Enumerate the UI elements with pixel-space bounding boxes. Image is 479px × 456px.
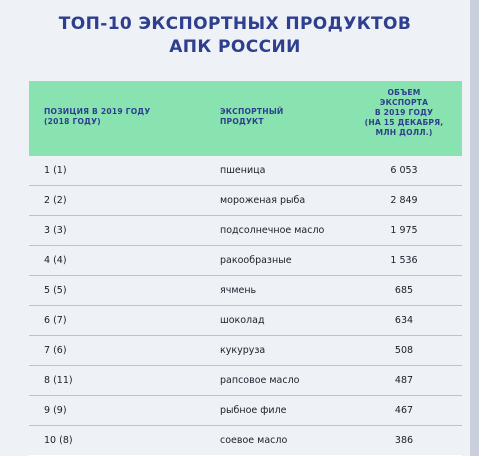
page-edge <box>470 0 479 456</box>
value-cell: 467 <box>394 405 414 416</box>
table-row: 1 (1) пшеница 6 053 <box>29 156 462 186</box>
table-row: 4 (4) ракообразные 1 536 <box>29 246 462 276</box>
position-cell: 4 (4) <box>44 255 67 266</box>
product-cell: подсолнечное масло <box>220 225 325 236</box>
value-cell: 1 975 <box>390 225 418 236</box>
column-header-export-volume: ОБЪЕМ ЭКСПОРТА В 2019 ГОДУ (НА 15 ДЕКАБР… <box>364 88 444 137</box>
table-row: 8 (11) рапсовое масло 487 <box>29 366 462 396</box>
table-row: 3 (3) подсолнечное масло 1 975 <box>29 216 462 246</box>
table-header: ПОЗИЦИЯ В 2019 ГОДУ (2018 ГОДУ) ЭКСПОРТН… <box>29 81 462 156</box>
table-row: 6 (7) шоколад 634 <box>29 306 462 336</box>
value-cell: 487 <box>394 375 414 386</box>
position-cell: 1 (1) <box>44 165 67 176</box>
value-cell: 634 <box>394 315 414 326</box>
position-cell: 5 (5) <box>44 285 67 296</box>
table-row: 7 (6) кукуруза 508 <box>29 336 462 366</box>
column-header-position: ПОЗИЦИЯ В 2019 ГОДУ (2018 ГОДУ) <box>44 107 151 126</box>
position-cell: 6 (7) <box>44 315 67 326</box>
position-cell: 7 (6) <box>44 345 67 356</box>
product-cell: ячмень <box>220 285 257 296</box>
value-cell: 2 849 <box>390 195 418 206</box>
position-cell: 3 (3) <box>44 225 67 236</box>
table-row: 10 (8) соевое масло 386 <box>29 426 462 456</box>
position-cell: 9 (9) <box>44 405 67 416</box>
position-cell: 10 (8) <box>44 435 73 446</box>
page-title-line-1: ТОП-10 ЭКСПОРТНЫХ ПРОДУКТОВ <box>58 14 412 34</box>
table-row: 5 (5) ячмень 685 <box>29 276 462 306</box>
table-body: 1 (1) пшеница 6 053 2 (2) мороженая рыба… <box>29 156 462 456</box>
value-cell: 386 <box>394 435 414 446</box>
product-cell: кукуруза <box>220 345 266 356</box>
product-cell: шоколад <box>220 315 265 326</box>
product-cell: ракообразные <box>220 255 292 266</box>
position-cell: 8 (11) <box>44 375 73 386</box>
page-title-line-2: АПК РОССИИ <box>169 37 301 57</box>
table-row: 2 (2) мороженая рыба 2 849 <box>29 186 462 216</box>
product-cell: пшеница <box>220 165 266 176</box>
column-header-product: ЭКСПОРТНЫЙ ПРОДУКТ <box>220 107 284 126</box>
value-cell: 6 053 <box>390 165 418 176</box>
table-row: 9 (9) рыбное филе 467 <box>29 396 462 426</box>
value-cell: 685 <box>394 285 414 296</box>
product-cell: рыбное филе <box>220 405 287 416</box>
product-cell: мороженая рыба <box>220 195 306 206</box>
product-cell: соевое масло <box>220 435 288 446</box>
product-cell: рапсовое масло <box>220 375 300 386</box>
position-cell: 2 (2) <box>44 195 67 206</box>
value-cell: 508 <box>394 345 414 356</box>
value-cell: 1 536 <box>390 255 418 266</box>
